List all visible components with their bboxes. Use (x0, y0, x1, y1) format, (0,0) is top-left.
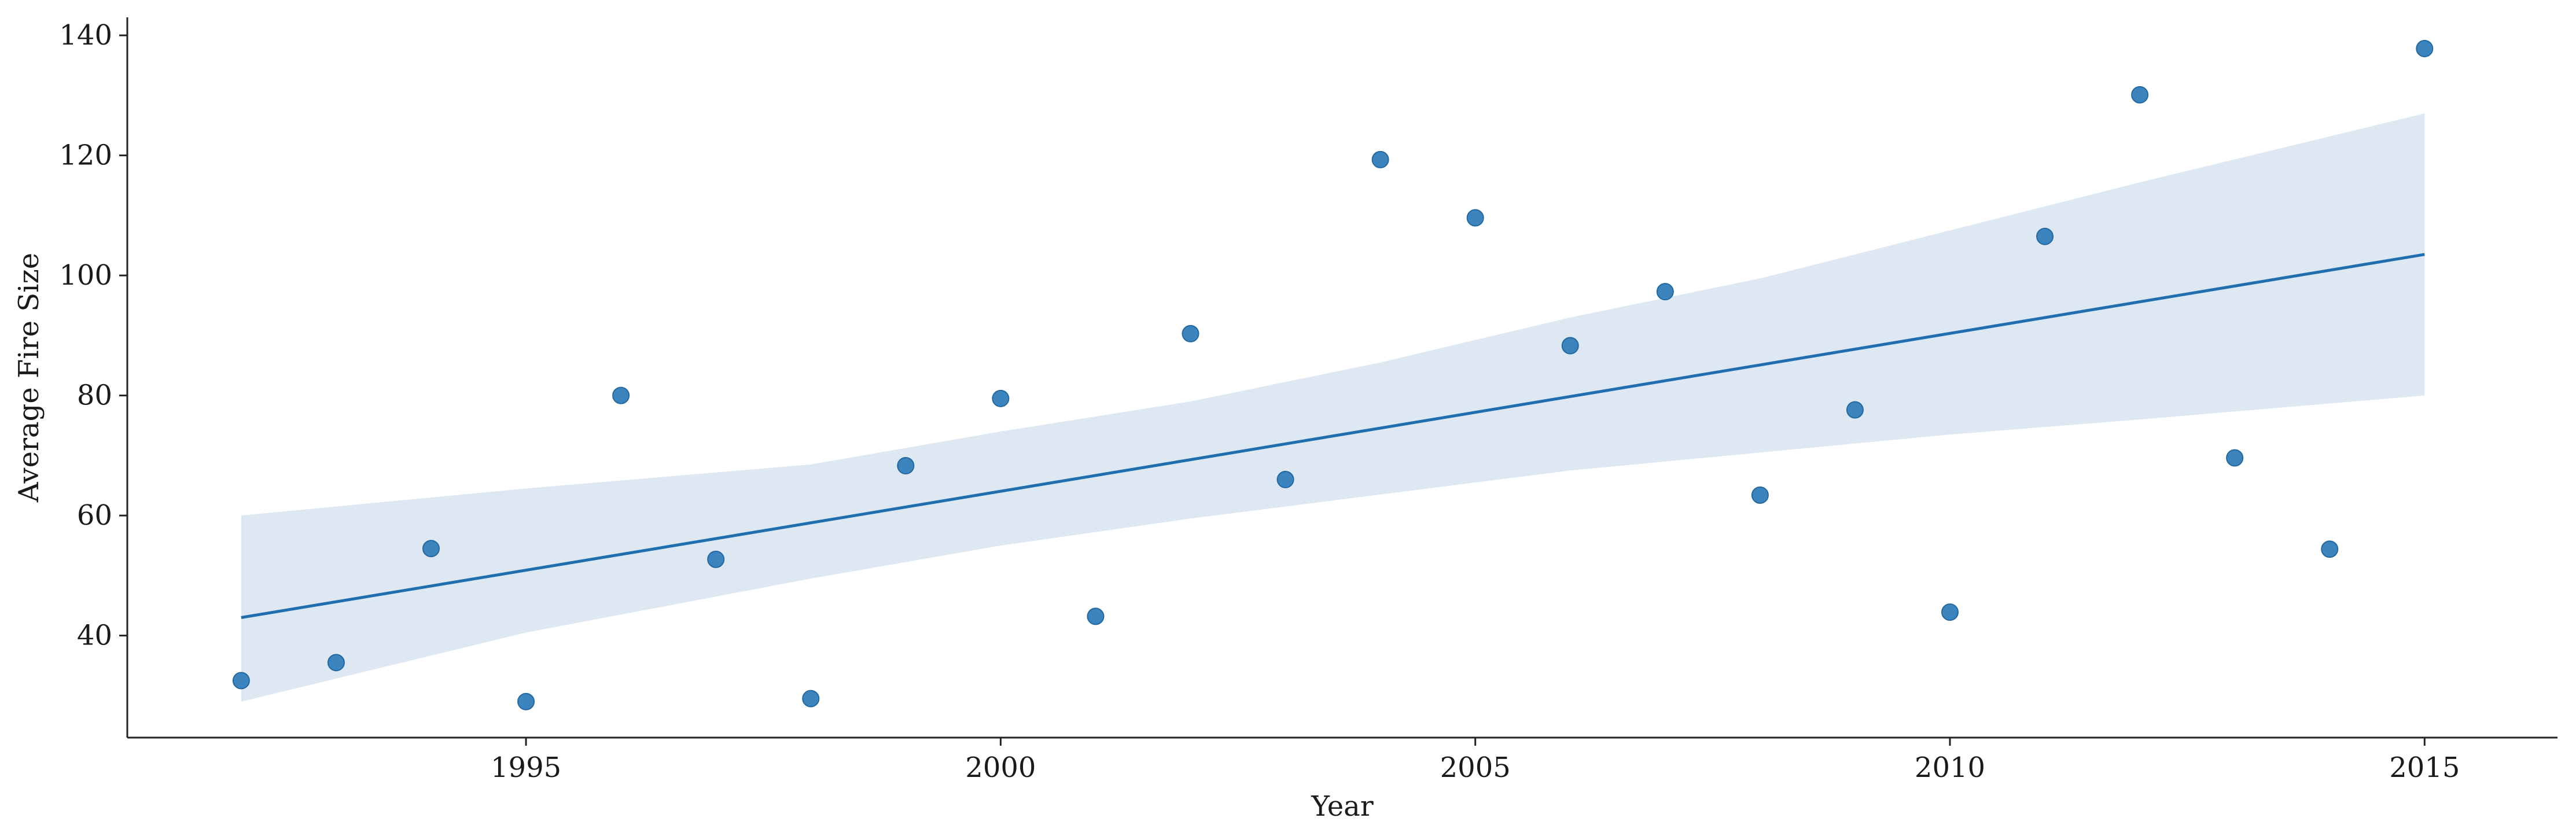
x-tick-label: 2000 (965, 751, 1036, 784)
y-tick-label: 60 (77, 499, 112, 532)
data-point (2321, 540, 2339, 558)
y-tick-label: 100 (59, 259, 112, 292)
x-axis-ticks: 1995 2000 2005 2010 2015 (491, 738, 2460, 784)
data-point (2416, 39, 2434, 57)
data-points (232, 39, 2434, 710)
data-point (1846, 401, 1864, 419)
data-point (1276, 470, 1294, 488)
x-tick-label: 2015 (2389, 751, 2460, 784)
data-point (707, 550, 725, 568)
data-point (2226, 449, 2244, 467)
data-point (517, 692, 535, 710)
data-point (802, 690, 820, 708)
data-point (1941, 603, 1959, 621)
data-point (2131, 86, 2149, 104)
data-point (232, 672, 250, 690)
data-point (327, 654, 345, 672)
data-point (992, 389, 1010, 407)
data-point (1182, 325, 1199, 342)
data-point (422, 540, 440, 558)
data-point (1087, 607, 1105, 625)
data-point (1656, 283, 1674, 301)
x-tick-label: 2010 (1915, 751, 1985, 784)
plot-area (232, 39, 2434, 710)
regression-line (241, 253, 2425, 619)
data-point (1466, 209, 1484, 227)
data-point (1751, 486, 1769, 504)
data-point (1561, 337, 1579, 355)
data-point (2036, 227, 2054, 245)
x-tick-label: 2005 (1440, 751, 1511, 784)
y-tick-label: 80 (77, 380, 112, 412)
x-axis-title: Year (1311, 790, 1374, 823)
x-tick-label: 1995 (491, 751, 561, 784)
y-tick-label: 120 (59, 139, 112, 172)
confidence-band (241, 113, 2425, 702)
data-point (612, 386, 630, 404)
y-axis-title: Average Fire Size (13, 253, 45, 503)
data-point (1371, 150, 1389, 168)
y-tick-label: 40 (77, 620, 112, 652)
data-point (897, 457, 915, 475)
y-axis-ticks: 40 60 80 100 120 140 (59, 19, 127, 652)
y-tick-label: 140 (59, 19, 112, 51)
